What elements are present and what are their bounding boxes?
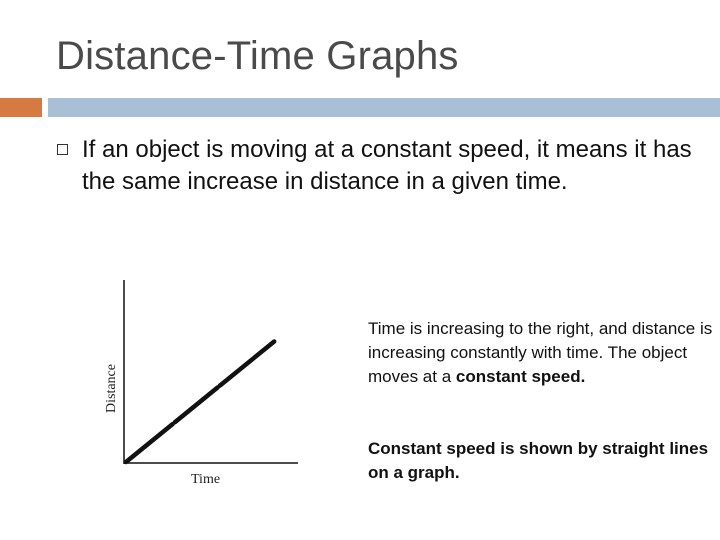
slide-title: Distance-Time Graphs: [56, 34, 459, 78]
accent-bar-blue: [48, 98, 720, 117]
x-axis-label: Time: [191, 472, 220, 487]
explanation-text: Time is increasing to the right, and dis…: [368, 317, 713, 389]
constant-speed-line: [123, 311, 311, 465]
square-bullet-icon: [57, 144, 68, 155]
bullet-text: If an object is moving at a constant spe…: [82, 136, 692, 195]
graph-svg: Distance Time: [104, 280, 311, 487]
explanation-text-bold: constant speed.: [455, 367, 586, 386]
explanation-text-main: Time is increasing to the right, and dis…: [368, 319, 713, 386]
accent-bar-orange: [0, 98, 42, 117]
distance-time-graph: Distance Time: [98, 270, 328, 495]
summary-text: Constant speed is shown by straight line…: [368, 439, 709, 482]
y-axis-label: Distance: [104, 364, 119, 413]
